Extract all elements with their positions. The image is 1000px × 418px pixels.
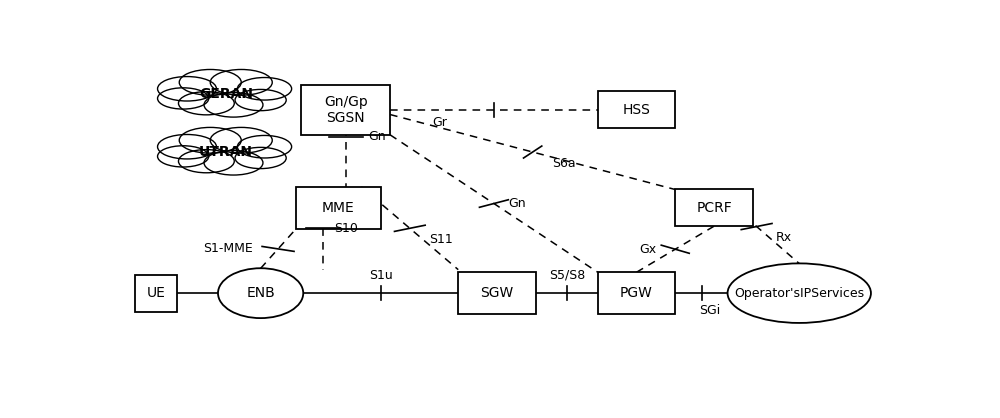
Circle shape — [179, 127, 241, 153]
Circle shape — [235, 148, 286, 168]
Circle shape — [210, 69, 272, 95]
Text: GERAN: GERAN — [199, 87, 253, 101]
Bar — [458, 272, 536, 314]
Circle shape — [235, 89, 286, 111]
Text: MME: MME — [322, 201, 354, 215]
Bar — [135, 275, 177, 312]
Circle shape — [210, 127, 272, 153]
Circle shape — [204, 150, 263, 175]
Circle shape — [179, 69, 241, 95]
Text: Gx: Gx — [640, 243, 657, 256]
Circle shape — [178, 150, 234, 173]
Text: S1-MME: S1-MME — [203, 242, 253, 255]
Ellipse shape — [218, 268, 303, 318]
Text: S5/S8: S5/S8 — [549, 269, 585, 282]
Text: UTRAN: UTRAN — [199, 145, 253, 158]
Text: PCRF: PCRF — [696, 201, 732, 215]
Text: PGW: PGW — [620, 286, 653, 300]
Text: Operator'sIPServices: Operator'sIPServices — [734, 287, 864, 300]
Circle shape — [728, 263, 871, 323]
Circle shape — [178, 92, 234, 115]
Bar — [296, 187, 381, 229]
Text: SGi: SGi — [699, 304, 720, 317]
Text: S6a: S6a — [552, 157, 575, 170]
Bar — [301, 85, 390, 135]
Circle shape — [158, 88, 209, 109]
Text: S10: S10 — [334, 222, 358, 235]
Circle shape — [158, 135, 216, 159]
Bar — [598, 91, 675, 128]
Text: Rx: Rx — [776, 231, 792, 244]
Circle shape — [237, 135, 292, 158]
Text: SGW: SGW — [480, 286, 514, 300]
Circle shape — [204, 93, 263, 117]
Text: Gn/Gp
SGSN: Gn/Gp SGSN — [324, 94, 368, 125]
Text: UE: UE — [147, 286, 165, 300]
Text: Gn: Gn — [368, 130, 386, 143]
Circle shape — [158, 146, 209, 167]
Text: Gn: Gn — [508, 197, 526, 210]
Circle shape — [158, 76, 216, 101]
Text: S11: S11 — [429, 233, 453, 246]
Text: HSS: HSS — [623, 103, 650, 117]
Circle shape — [237, 77, 292, 100]
Bar — [598, 272, 675, 314]
Text: ENB: ENB — [246, 286, 275, 300]
Text: Gr: Gr — [432, 116, 447, 129]
Text: S1u: S1u — [369, 269, 393, 282]
Bar — [675, 189, 753, 227]
